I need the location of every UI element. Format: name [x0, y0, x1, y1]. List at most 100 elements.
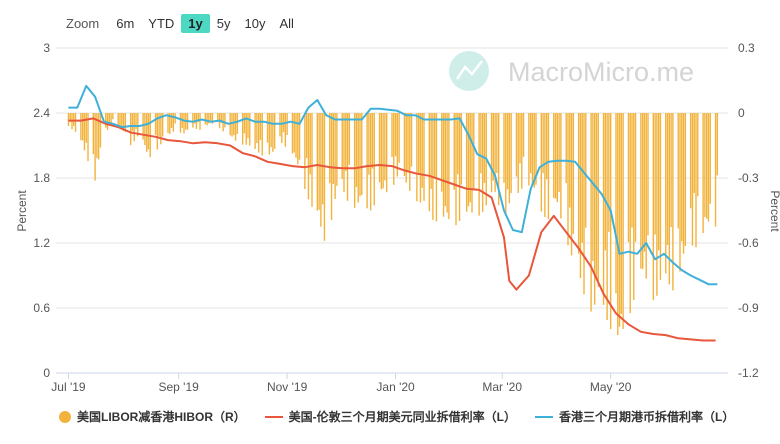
- spread-bar: [704, 113, 706, 217]
- spread-bar: [647, 113, 649, 236]
- spread-bar: [503, 113, 505, 183]
- zoom-10y-button[interactable]: 10y: [244, 15, 266, 31]
- spread-bar: [455, 113, 457, 226]
- spread-bar: [298, 113, 301, 160]
- spread-bar: [348, 113, 351, 165]
- spread-bar: [405, 113, 407, 183]
- spread-bar: [417, 113, 420, 175]
- spread-bar: [236, 113, 239, 135]
- spread-bar: [641, 113, 644, 270]
- spread-bar: [259, 113, 262, 140]
- spread-bar: [199, 113, 201, 130]
- axes: 0 0.6 1.2 1.8 2.4 3 -1.2 -0.9 -0.6 -0.3 0 0.3 Jul '1…: [15, 41, 780, 394]
- spread-bar: [81, 113, 84, 141]
- spread-bar: [615, 113, 617, 294]
- spread-bar: [371, 113, 374, 169]
- spread-bar: [122, 113, 125, 131]
- legend-label-libor: 美国-伦敦三个月期美元同业拆借利率（L）: [288, 410, 516, 424]
- y-left-tick-label: 0.6: [33, 301, 50, 315]
- lines-layer: [68, 84, 718, 342]
- spread-bar: [602, 113, 605, 305]
- spread-bar: [92, 113, 95, 155]
- zoom-1y-button[interactable]: 1y: [181, 13, 210, 33]
- spread-bar: [241, 113, 244, 145]
- spread-bar: [606, 113, 608, 320]
- spread-bar: [295, 113, 297, 158]
- spread-bar: [366, 113, 368, 209]
- spread-bar: [409, 113, 411, 191]
- spread-bar: [119, 113, 121, 126]
- spread-bar: [545, 113, 548, 180]
- y-right-tick-label: 0.3: [738, 41, 755, 55]
- spread-bar: [396, 113, 399, 177]
- spread-bar: [384, 113, 386, 181]
- x-tick-label: Jan '20: [376, 380, 415, 394]
- spread-bar: [522, 113, 525, 157]
- spread-bar: [309, 113, 311, 175]
- spread-bar: [247, 113, 249, 139]
- spread-bar: [592, 113, 594, 262]
- spread-bar: [572, 113, 575, 234]
- spread-bar: [209, 113, 212, 123]
- spread-bar: [460, 113, 463, 185]
- spread-bar: [346, 113, 349, 201]
- spread-bar: [640, 113, 642, 269]
- spread-bar: [320, 113, 322, 227]
- spread-bar: [245, 113, 247, 145]
- spread-bar: [270, 113, 272, 148]
- spread-bar: [629, 113, 631, 314]
- zoom-5y-button[interactable]: 5y: [216, 15, 231, 31]
- spread-bar: [665, 113, 667, 274]
- spread-bar: [535, 113, 537, 185]
- spread-bar: [169, 113, 171, 135]
- spread-bar: [547, 113, 550, 220]
- spread-bar: [121, 113, 123, 129]
- spread-bar: [570, 113, 573, 256]
- spread-bar: [448, 113, 450, 220]
- spread-bar: [467, 113, 470, 207]
- zoom-ytd-button[interactable]: YTD: [148, 15, 175, 31]
- spread-bar: [521, 113, 523, 189]
- spread-bar: [359, 113, 361, 197]
- legend-label-hibor: 香港三个月期港币拆借利率（L）: [559, 410, 735, 424]
- legend-item-libor-hibor-spread[interactable]: 美国LIBOR减香港HIBOR（R）: [58, 408, 246, 425]
- spread-bar: [336, 113, 338, 186]
- spread-bar: [714, 113, 717, 227]
- spread-bar: [656, 113, 658, 296]
- spread-bar: [617, 113, 619, 336]
- spread-bar: [208, 113, 210, 124]
- spread-bar: [645, 113, 647, 279]
- spread-bar: [291, 113, 294, 154]
- spread-bar: [183, 113, 185, 134]
- y-left-tick-label: 1.8: [33, 171, 50, 185]
- spread-bar: [257, 113, 260, 153]
- zoom-all-button[interactable]: All: [279, 15, 294, 31]
- spread-bar: [496, 113, 498, 174]
- spread-bar: [273, 113, 276, 149]
- spread-bar: [510, 113, 512, 194]
- spread-bar: [705, 113, 708, 219]
- spread-bar: [697, 113, 699, 197]
- spread-bar: [471, 113, 473, 213]
- spread-bar: [217, 113, 219, 122]
- spread-bar: [108, 113, 111, 123]
- spread-bar: [533, 113, 535, 188]
- legend-item-us-libor[interactable]: 美国-伦敦三个月期美元同业拆借利率（L）: [264, 408, 516, 425]
- spread-bar: [394, 113, 397, 157]
- watermark-text: MacroMicro.me: [508, 57, 694, 87]
- spread-bar: [385, 113, 388, 193]
- legend-item-hk-hibor[interactable]: 香港三个月期港币拆借利率（L）: [534, 408, 734, 425]
- spread-bar: [442, 113, 445, 217]
- spread-bar: [542, 113, 544, 174]
- us-libor-line[interactable]: [68, 117, 716, 342]
- zoom-6m-button[interactable]: 6m: [116, 15, 135, 31]
- spread-bar: [69, 113, 71, 122]
- spread-bar: [529, 113, 532, 174]
- spread-bar: [583, 113, 585, 295]
- spread-bar: [112, 113, 114, 120]
- spread-bar: [634, 113, 637, 242]
- spread-bar: [618, 113, 621, 327]
- hk-hibor-line[interactable]: [68, 84, 718, 286]
- spread-bar: [307, 113, 310, 200]
- spread-bar: [505, 113, 507, 216]
